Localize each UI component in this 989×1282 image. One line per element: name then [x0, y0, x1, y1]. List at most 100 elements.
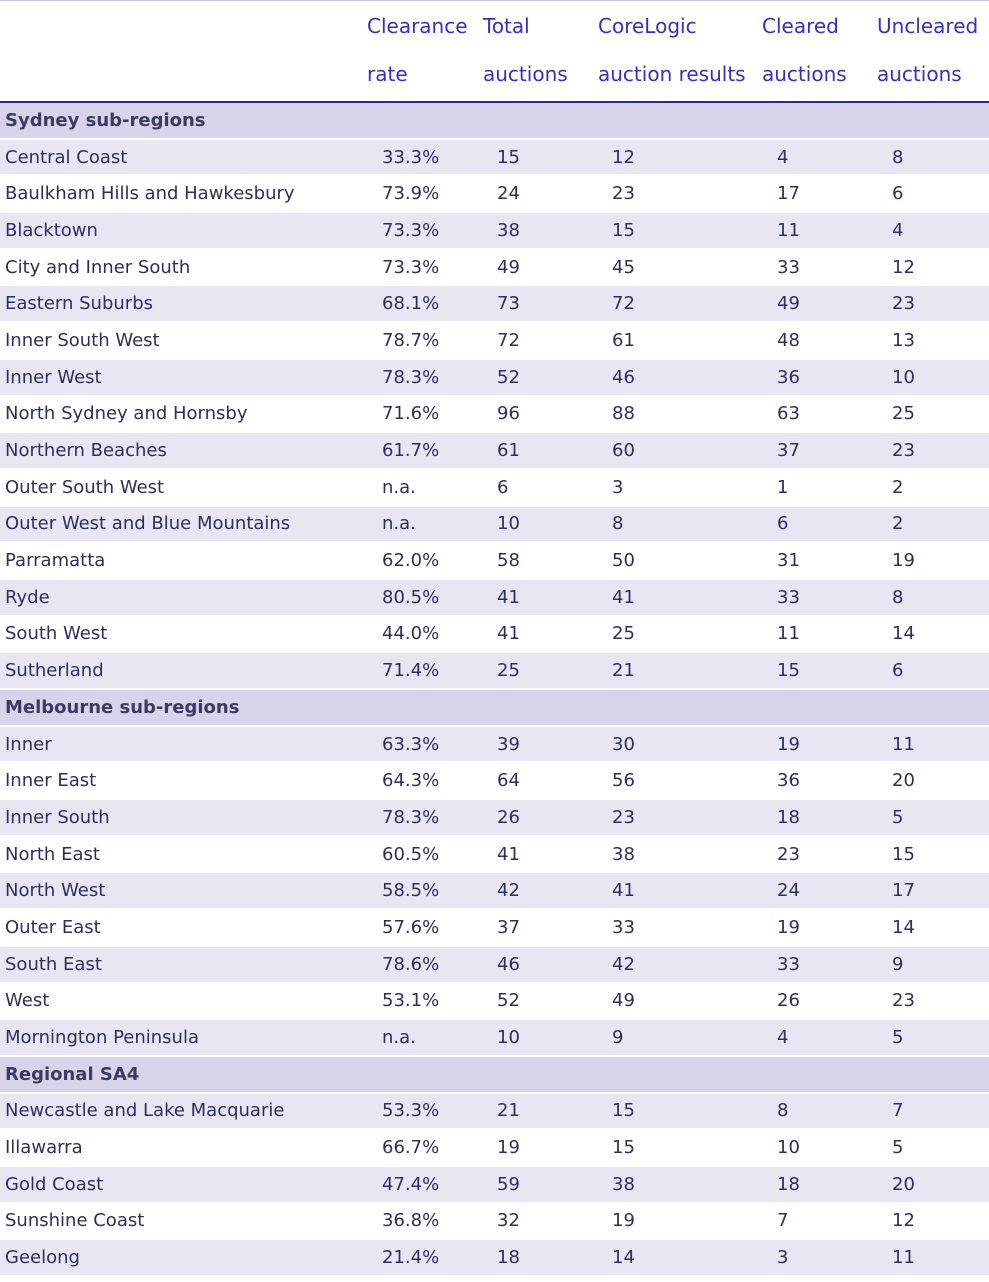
table-row: Inner West 78.3% 52 46 36 10	[0, 359, 989, 397]
corelogic-results-cell: 23	[595, 800, 759, 837]
cleared-auctions-header-line1: Cleared	[762, 14, 839, 38]
cleared-auctions-cell: 33	[759, 249, 874, 287]
region-name-cell: Inner East	[0, 763, 364, 801]
clearance-rate-header: Clearance rate	[364, 2, 480, 103]
cleared-auctions-cell: 19	[759, 910, 874, 947]
table-row: City and Inner South 73.3% 49 45 33 12	[0, 249, 989, 287]
table-row: Gold Coast 47.4% 59 38 18 20	[0, 1166, 989, 1204]
total-auctions-cell: 52	[480, 359, 595, 397]
total-auctions-cell: 10	[480, 506, 595, 544]
corelogic-results-cell: 21	[595, 653, 759, 690]
total-auctions-cell: 10	[480, 1020, 595, 1057]
total-auctions-cell: 49	[480, 249, 595, 287]
uncleared-auctions-cell: 23	[874, 286, 989, 324]
region-name-cell: Gold Coast	[0, 1166, 364, 1204]
uncleared-auctions-cell: 23	[874, 433, 989, 470]
table-row: Mornington Peninsula n.a. 10 9 4 5	[0, 1020, 989, 1057]
total-auctions-header-line2: auctions	[483, 62, 568, 86]
clearance-rate-cell: 57.6%	[364, 910, 480, 947]
clearance-rate-cell: 44.0%	[364, 616, 480, 654]
cleared-auctions-cell: 10	[759, 1130, 874, 1167]
corelogic-results-header-line2: auction results	[598, 62, 746, 86]
total-auctions-cell: 39	[480, 726, 595, 764]
region-name-cell: Eastern Suburbs	[0, 286, 364, 324]
table-row: Sutherland 71.4% 25 21 15 6	[0, 653, 989, 690]
region-name-cell: North West	[0, 873, 364, 911]
cleared-auctions-cell: 36	[759, 763, 874, 801]
clearance-rate-cell: 73.3%	[364, 213, 480, 250]
corelogic-results-header: CoreLogic auction results	[595, 2, 759, 103]
clearance-rate-cell: 78.6%	[364, 946, 480, 984]
uncleared-auctions-cell: 13	[874, 323, 989, 360]
corelogic-results-header-line1: CoreLogic	[598, 14, 697, 38]
clearance-rate-cell: 71.4%	[364, 653, 480, 690]
uncleared-auctions-cell: 14	[874, 616, 989, 654]
region-name-cell: Outer West and Blue Mountains	[0, 506, 364, 544]
corelogic-results-cell: 61	[595, 323, 759, 360]
table-row: Inner South West 78.7% 72 61 48 13	[0, 323, 989, 360]
cleared-auctions-cell: 6	[759, 506, 874, 544]
total-auctions-cell: 15	[480, 139, 595, 177]
clearance-rate-cell: 62.0%	[364, 543, 480, 580]
total-auctions-header: Total auctions	[480, 2, 595, 103]
uncleared-auctions-cell: 9	[874, 946, 989, 984]
uncleared-auctions-cell: 2	[874, 469, 989, 507]
table-body: Sydney sub-regions Central Coast 33.3% 15 12…	[0, 103, 989, 1277]
cleared-auctions-cell: 15	[759, 653, 874, 690]
region-name-cell: Geelong	[0, 1240, 364, 1277]
uncleared-auctions-header-line2: auctions	[877, 62, 962, 86]
region-name-cell: Baulkham Hills and Hawkesbury	[0, 176, 364, 214]
total-auctions-cell: 59	[480, 1166, 595, 1204]
corelogic-results-cell: 8	[595, 506, 759, 544]
clearance-rate-cell: 80.5%	[364, 579, 480, 617]
total-auctions-cell: 21	[480, 1093, 595, 1131]
table-row: Parramatta 62.0% 58 50 31 19	[0, 543, 989, 580]
uncleared-auctions-cell: 8	[874, 139, 989, 177]
uncleared-auctions-cell: 11	[874, 1240, 989, 1277]
cleared-auctions-cell: 63	[759, 396, 874, 434]
uncleared-auctions-header: Uncleared auctions	[874, 2, 989, 103]
region-name-cell: North Sydney and Hornsby	[0, 396, 364, 434]
region-name-cell: Illawarra	[0, 1130, 364, 1167]
corelogic-results-cell: 15	[595, 1130, 759, 1167]
clearance-rate-cell: 78.3%	[364, 800, 480, 837]
cleared-auctions-cell: 18	[759, 800, 874, 837]
corelogic-results-cell: 60	[595, 433, 759, 470]
uncleared-auctions-cell: 11	[874, 726, 989, 764]
total-auctions-cell: 73	[480, 286, 595, 324]
cleared-auctions-cell: 23	[759, 836, 874, 874]
clearance-rate-header-line2: rate	[367, 62, 408, 86]
section-header-row: Sydney sub-regions	[0, 103, 989, 140]
section-header-row: Regional SA4	[0, 1056, 989, 1094]
clearance-rate-cell: n.a.	[364, 1020, 480, 1057]
corelogic-results-cell: 41	[595, 873, 759, 911]
cleared-auctions-cell: 17	[759, 176, 874, 214]
region-name-cell: Blacktown	[0, 213, 364, 250]
corelogic-results-cell: 46	[595, 359, 759, 397]
corelogic-results-cell: 12	[595, 139, 759, 177]
corelogic-results-cell: 15	[595, 1093, 759, 1131]
cleared-auctions-cell: 3	[759, 1240, 874, 1277]
corelogic-results-cell: 38	[595, 1166, 759, 1204]
region-name-cell: North East	[0, 836, 364, 874]
clearance-rate-cell: 61.7%	[364, 433, 480, 470]
uncleared-auctions-cell: 10	[874, 359, 989, 397]
table-row: Baulkham Hills and Hawkesbury 73.9% 24 23 17…	[0, 176, 989, 214]
uncleared-auctions-cell: 12	[874, 249, 989, 287]
table-row: South West 44.0% 41 25 11 14	[0, 616, 989, 654]
table-row: Inner East 64.3% 64 56 36 20	[0, 763, 989, 801]
uncleared-auctions-cell: 17	[874, 873, 989, 911]
clearance-rate-cell: 73.3%	[364, 249, 480, 287]
table-row: Blacktown 73.3% 38 15 11 4	[0, 213, 989, 250]
total-auctions-header-line1: Total	[483, 14, 530, 38]
cleared-auctions-cell: 1	[759, 469, 874, 507]
clearance-rate-cell: 53.1%	[364, 983, 480, 1021]
corelogic-results-cell: 50	[595, 543, 759, 580]
uncleared-auctions-cell: 5	[874, 1130, 989, 1167]
uncleared-auctions-cell: 14	[874, 910, 989, 947]
corelogic-results-cell: 23	[595, 176, 759, 214]
region-name-cell: Mornington Peninsula	[0, 1020, 364, 1057]
table-row: Northern Beaches 61.7% 61 60 37 23	[0, 433, 989, 470]
table-row: Geelong 21.4% 18 14 3 11	[0, 1240, 989, 1277]
section-title: Regional SA4	[0, 1056, 989, 1094]
